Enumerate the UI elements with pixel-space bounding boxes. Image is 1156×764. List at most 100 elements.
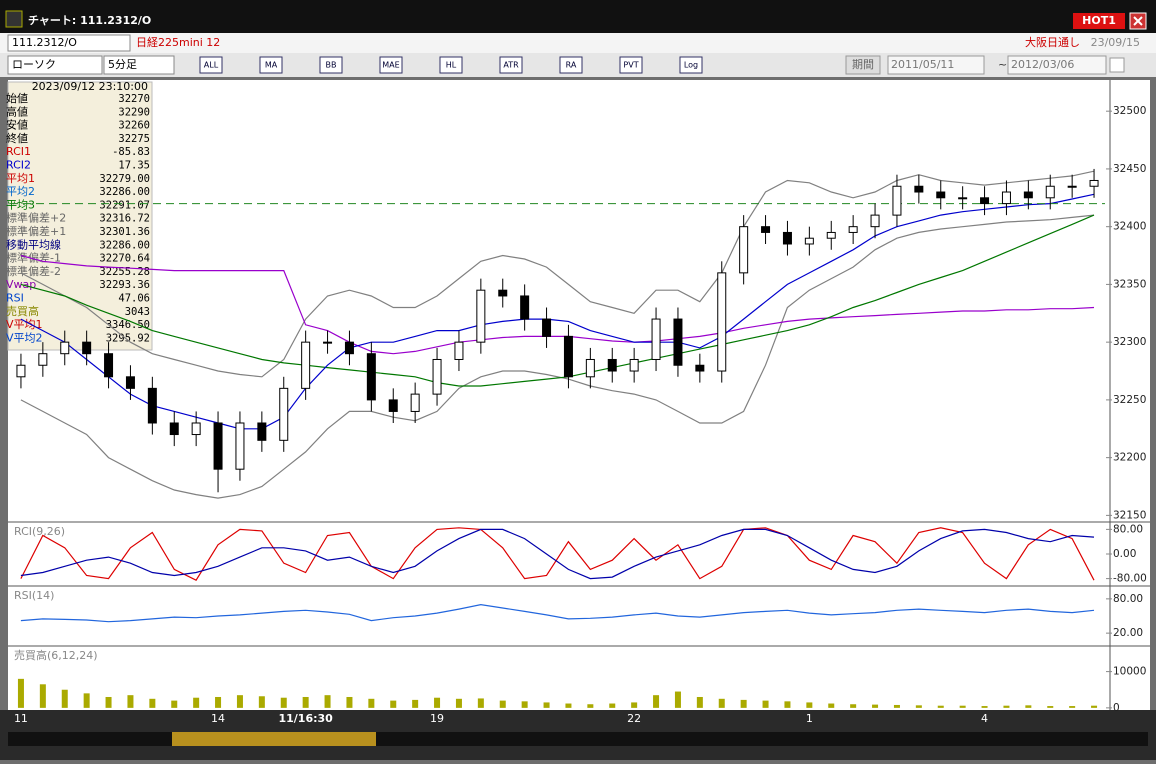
- toolbar-icon[interactable]: [319, 56, 343, 74]
- info-label: RCI2: [6, 159, 31, 172]
- plot-background: [8, 80, 1110, 710]
- volume-bar: [893, 704, 900, 708]
- volume-bar: [455, 698, 462, 708]
- y-tick-label: 32350: [1113, 278, 1146, 290]
- panel-title: 売買高(6,12,24): [14, 648, 98, 662]
- toolbar-icon-label: MAE: [382, 61, 399, 70]
- end-date: 2012/03/06: [1011, 58, 1074, 71]
- candle-body: [673, 318, 683, 366]
- volume-bar: [434, 697, 441, 708]
- hot-button[interactable]: [1073, 13, 1125, 29]
- candle-body: [958, 197, 968, 200]
- scroll-thumb[interactable]: [172, 732, 376, 746]
- candle-body: [366, 353, 376, 401]
- candle-body: [1067, 185, 1077, 188]
- candle-body: [323, 341, 333, 344]
- instrument-name: 日経225mini 12: [136, 36, 220, 49]
- candle-body: [169, 422, 179, 436]
- volume-bar: [521, 701, 528, 708]
- close-icon: [1133, 16, 1143, 26]
- chart-type-select[interactable]: [7, 55, 103, 75]
- indicator-line: [20, 254, 1095, 355]
- info-label: 平均1: [6, 172, 35, 185]
- info-label: V平均1: [6, 318, 43, 331]
- info-label: 安値: [6, 118, 28, 132]
- candle-body: [191, 422, 201, 436]
- toolbar-icon-label: BB: [326, 61, 337, 70]
- start-date: 2011/05/11: [891, 58, 954, 71]
- toolbar-icon[interactable]: [499, 56, 523, 74]
- toolbar-icon[interactable]: [199, 56, 223, 74]
- toolbar-icon[interactable]: [679, 56, 703, 74]
- chart-type: ローソク: [12, 58, 56, 71]
- volume-bar: [390, 700, 397, 708]
- symbol-input[interactable]: [7, 34, 131, 52]
- info-value: 32301.36: [99, 226, 150, 238]
- info-value: 32290: [118, 106, 150, 118]
- x-tick-label: 22: [627, 712, 641, 725]
- candle-body: [498, 289, 508, 297]
- y-tick-label: 32400: [1113, 221, 1146, 233]
- y-tick-label: 32200: [1113, 452, 1146, 464]
- volume-bar: [565, 703, 572, 708]
- y-tick-label: 32450: [1113, 163, 1146, 175]
- info-value: 32270: [118, 93, 150, 105]
- info-value: 32286.00: [99, 186, 150, 198]
- volume-bar: [258, 696, 265, 708]
- candle-body: [936, 191, 946, 199]
- y-tick-label: 0: [1113, 702, 1120, 714]
- indicator-line: [20, 193, 1095, 430]
- start-date-input[interactable]: [887, 55, 985, 75]
- info-label: RSI: [6, 292, 24, 305]
- candle-body: [410, 393, 420, 412]
- toolbar-icon-label: ALL: [204, 61, 219, 70]
- candle-body: [870, 214, 880, 228]
- candle-body: [104, 353, 114, 378]
- candle-body: [607, 358, 617, 372]
- volume-bar: [543, 702, 550, 708]
- period-button[interactable]: [845, 55, 881, 75]
- volume-bar: [236, 695, 243, 708]
- header-date: 23/09/15: [1091, 36, 1140, 49]
- volume-bar: [149, 698, 156, 708]
- toolbar-icon[interactable]: [559, 56, 583, 74]
- y-tick-label: 32300: [1113, 336, 1146, 348]
- checkbox[interactable]: [1109, 57, 1125, 73]
- symbol: 111.2312/O: [12, 36, 77, 49]
- exchange: 大阪日通し: [1025, 35, 1080, 49]
- volume-bar: [696, 696, 703, 708]
- volume-bar: [1025, 705, 1032, 708]
- candle-body: [16, 364, 26, 378]
- hot-label: HOT1: [1082, 14, 1116, 27]
- volume-bar: [806, 702, 813, 708]
- tilde: ~: [998, 58, 1007, 71]
- candle-body: [980, 197, 990, 205]
- volume-bar: [915, 705, 922, 708]
- x-tick-label: 1: [806, 712, 813, 725]
- toolbar-icon[interactable]: [259, 56, 283, 74]
- panel-title: RCI(9,26): [14, 525, 65, 538]
- toolbar-icon[interactable]: [439, 56, 463, 74]
- x-tick-label: 11: [14, 712, 28, 725]
- end-date-input[interactable]: [1007, 55, 1107, 75]
- x-tick-label: 4: [981, 712, 988, 725]
- toolbar-icon[interactable]: [619, 56, 643, 74]
- volume-bar: [412, 699, 419, 708]
- volume-bar: [302, 696, 309, 708]
- candle-body: [585, 358, 595, 378]
- info-label: 高値: [6, 104, 28, 118]
- y-tick-label: 20.00: [1113, 627, 1143, 639]
- info-label: 売買高: [6, 304, 39, 318]
- axis-background: [1110, 80, 1150, 710]
- volume-bar: [631, 702, 638, 708]
- toolbar-icon[interactable]: [379, 56, 403, 74]
- volume-bar: [324, 695, 331, 708]
- indicator-line: [20, 528, 1095, 580]
- info-value: 32293.36: [99, 279, 150, 291]
- info-value: 32270.64: [99, 253, 150, 265]
- timeframe-select[interactable]: [103, 55, 175, 75]
- info-label: 標準偏差+1: [6, 224, 66, 238]
- candle-body: [782, 231, 792, 245]
- volume-bar: [784, 701, 791, 708]
